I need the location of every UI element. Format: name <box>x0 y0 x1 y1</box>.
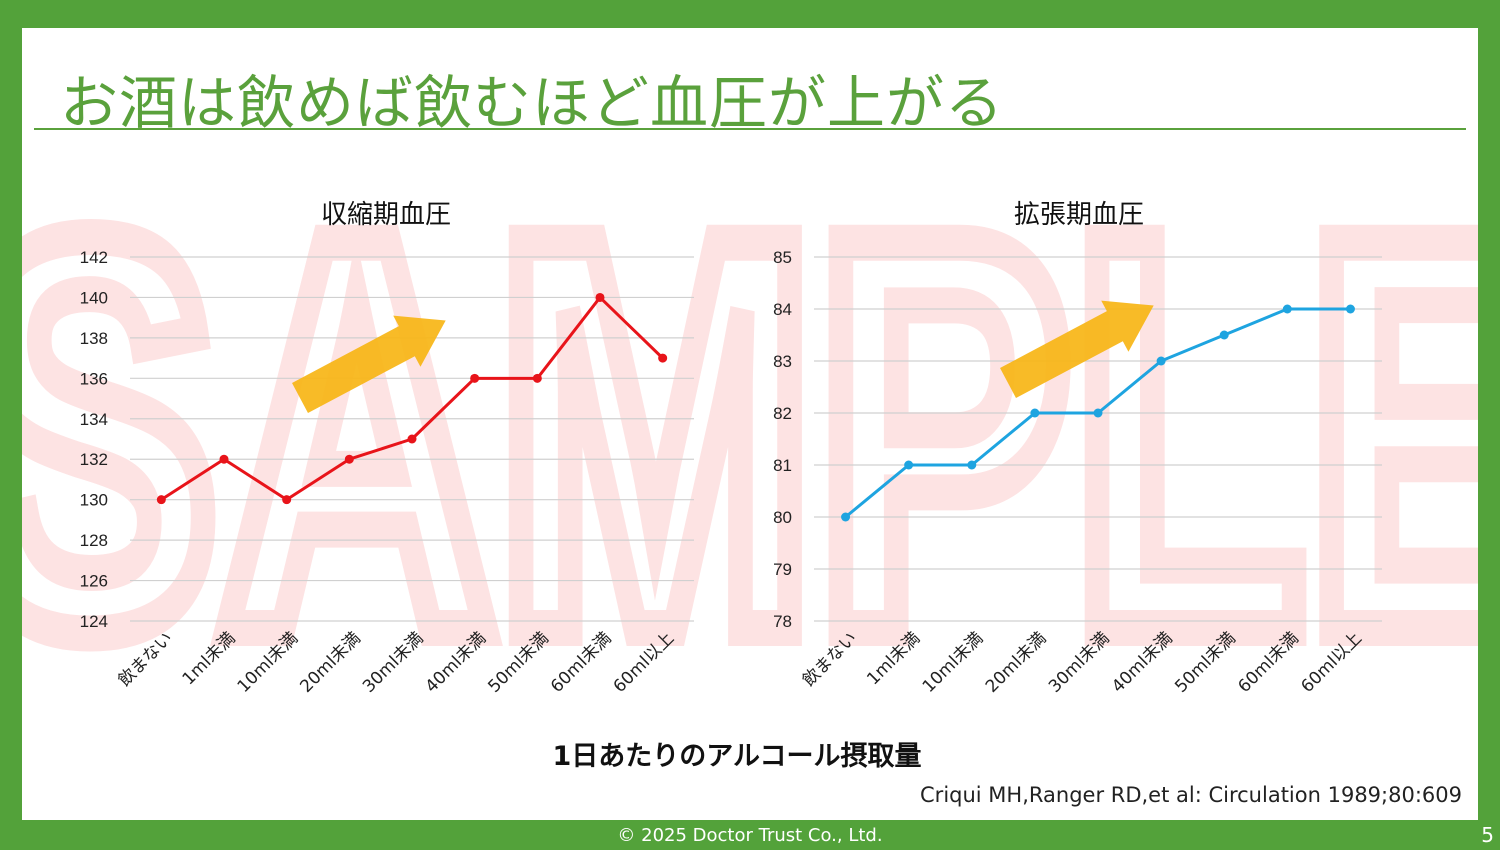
systolic-y-tick-label: 142 <box>80 248 108 267</box>
diastolic-data-point <box>1156 356 1166 366</box>
diastolic-y-tick-label: 83 <box>773 352 792 371</box>
systolic-x-tick-label: 60ml以上 <box>610 628 679 697</box>
diastolic-x-tick-label: 飲まない <box>799 628 861 690</box>
diastolic-y-tick-label: 78 <box>773 612 792 631</box>
systolic-x-tick-label: 60ml未満 <box>547 628 616 697</box>
systolic-y-tick-label: 124 <box>80 612 108 631</box>
diastolic-x-tick-label: 40ml未満 <box>1108 628 1177 697</box>
x-axis-title: 1日あたりのアルコール摂取量 <box>552 741 922 772</box>
diastolic-chart-title: 拡張期血圧 <box>1014 200 1144 230</box>
systolic-y-tick-label: 134 <box>80 410 108 429</box>
diastolic-x-tick-label: 30ml未満 <box>1045 628 1114 697</box>
systolic-x-tick-label: 20ml未満 <box>296 628 365 697</box>
diastolic-x-tick-label: 60ml未満 <box>1234 628 1303 697</box>
diastolic-data-point <box>904 460 914 470</box>
diastolic-x-tick-label: 50ml未満 <box>1171 628 1240 697</box>
systolic-arrow-shape <box>292 315 446 414</box>
diastolic-data-point <box>841 512 851 522</box>
systolic-x-tick-label: 10ml未満 <box>234 628 303 697</box>
systolic-x-tick-label: 50ml未満 <box>484 628 553 697</box>
systolic-x-tick-label: 40ml未満 <box>422 628 491 697</box>
diastolic-data-point <box>1093 408 1103 418</box>
systolic-x-tick-label: 30ml未満 <box>359 628 428 697</box>
diastolic-y-tick-label: 81 <box>773 456 792 475</box>
diastolic-x-tick-label: 10ml未満 <box>919 628 988 697</box>
systolic-data-point <box>344 454 354 464</box>
systolic-data-point <box>156 495 166 505</box>
diastolic-x-tick-label: 20ml未満 <box>982 628 1051 697</box>
systolic-trend-arrow-icon <box>292 315 446 414</box>
title-divider <box>34 128 1466 130</box>
diastolic-y-tick-label: 82 <box>773 404 792 423</box>
systolic-data-point <box>282 495 292 505</box>
page-number: 5 <box>1481 823 1494 847</box>
diastolic-y-tick-label: 79 <box>773 560 792 579</box>
systolic-x-tick-label: 1ml未満 <box>179 628 240 689</box>
copyright-footer: © 2025 Doctor Trust Co., Ltd. <box>617 825 883 846</box>
diastolic-data-point <box>1219 330 1229 340</box>
systolic-y-tick-label: 126 <box>80 572 108 591</box>
systolic-data-point <box>595 292 605 302</box>
systolic-y-tick-label: 136 <box>80 369 108 388</box>
diastolic-x-tick-label: 60ml以上 <box>1297 628 1366 697</box>
diastolic-data-point <box>1282 304 1292 314</box>
diastolic-x-tick-label: 1ml未満 <box>863 628 924 689</box>
systolic-y-tick-label: 130 <box>80 491 108 510</box>
citation: Criqui MH,Ranger RD,et al: Circulation 1… <box>920 783 1462 807</box>
diastolic-data-point <box>967 460 977 470</box>
systolic-y-tick-label: 128 <box>80 531 108 550</box>
diastolic-data-point <box>1030 408 1040 418</box>
systolic-data-point <box>532 373 542 383</box>
diastolic-y-tick-label: 80 <box>773 508 792 527</box>
systolic-data-point <box>407 434 417 444</box>
diastolic-y-tick-label: 85 <box>773 248 792 267</box>
diastolic-y-tick-label: 84 <box>773 300 792 319</box>
diastolic-arrow-shape <box>1000 300 1154 399</box>
systolic-x-tick-label: 飲まない <box>115 628 177 690</box>
systolic-y-tick-label: 132 <box>80 450 108 469</box>
systolic-data-point <box>470 373 480 383</box>
systolic-y-tick-label: 140 <box>80 288 108 307</box>
systolic-y-tick-label: 138 <box>80 329 108 348</box>
systolic-data-point <box>658 353 668 363</box>
diastolic-data-point <box>1345 304 1355 314</box>
systolic-data-point <box>219 454 229 464</box>
systolic-chart-title: 収縮期血圧 <box>321 200 451 230</box>
slide-title: お酒は飲めば飲むほど血圧が上がる <box>60 69 1005 137</box>
slide: SAMPLE お酒は飲めば飲むほど血圧が上がる 収縮期血圧 124 126 128 13… <box>22 28 1478 820</box>
diastolic-trend-arrow-icon <box>1000 300 1154 399</box>
diastolic-chart: 拡張期血圧 78 79 80 81 82 83 84 85 飲まない 1ml未満10ml未満20ml… <box>773 200 1382 697</box>
